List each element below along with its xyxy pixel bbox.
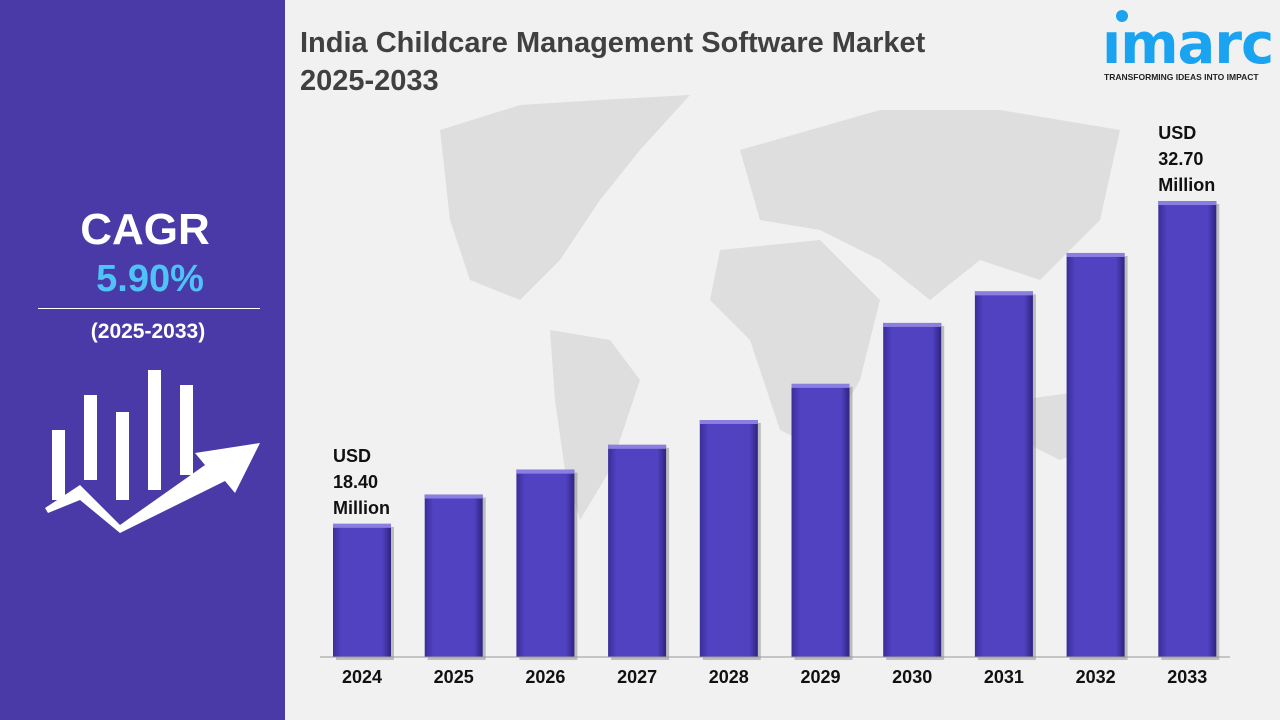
x-tick-label: 2033 bbox=[1167, 667, 1207, 687]
x-tick-label: 2027 bbox=[617, 667, 657, 687]
divider bbox=[38, 308, 260, 309]
chart-title-line-2: 2025-2033 bbox=[300, 65, 439, 97]
bar-2027 bbox=[608, 444, 667, 657]
data-label-2024: Million bbox=[333, 498, 390, 518]
x-tick-label: 2029 bbox=[800, 667, 840, 687]
logo-dot bbox=[1116, 10, 1128, 22]
x-tick-label: 2025 bbox=[434, 667, 474, 687]
bar-top-2030 bbox=[883, 322, 942, 327]
bar-2025 bbox=[424, 494, 483, 657]
bar-top-2031 bbox=[974, 291, 1033, 296]
bar-top-2026 bbox=[516, 469, 575, 474]
bar-2028 bbox=[699, 420, 758, 657]
bar-top-2028 bbox=[699, 420, 758, 424]
x-tick-label: 2028 bbox=[709, 667, 749, 687]
imarc-logo: ımarc TRANSFORMING IDEAS INTO IMPACT bbox=[1100, 8, 1275, 88]
logo-tagline: TRANSFORMING IDEAS INTO IMPACT bbox=[1104, 72, 1259, 82]
world-map-background bbox=[440, 95, 1120, 520]
logo-wordmark: ımarc bbox=[1102, 12, 1274, 77]
bar-2029 bbox=[791, 383, 850, 657]
chart-title: India Childcare Management Software Mark… bbox=[300, 24, 1060, 100]
bar-2024 bbox=[333, 523, 391, 657]
bar-top-2024 bbox=[333, 523, 391, 528]
x-tick-label: 2030 bbox=[892, 667, 932, 687]
x-tick-label: 2031 bbox=[984, 667, 1024, 687]
bar-top-2029 bbox=[791, 383, 850, 388]
data-label-2033: Million bbox=[1158, 175, 1215, 195]
cagr-value: 5.90% bbox=[96, 258, 204, 300]
bar-2026 bbox=[516, 469, 575, 657]
bar-growth-arrow-icon bbox=[45, 370, 260, 533]
cagr-label: CAGR bbox=[80, 205, 210, 254]
chart-title-line-1: India Childcare Management Software Mark… bbox=[300, 27, 926, 59]
bar-2030 bbox=[883, 322, 942, 657]
bar-2031 bbox=[974, 291, 1033, 657]
bar-top-2032 bbox=[1066, 252, 1125, 257]
data-label-2033: USD bbox=[1158, 123, 1196, 143]
data-label-2033: 32.70 bbox=[1158, 149, 1203, 169]
bar-top-2025 bbox=[424, 494, 483, 499]
left-panel: CAGR 5.90% (2025-2033) bbox=[0, 0, 285, 720]
data-label-2024: 18.40 bbox=[333, 472, 378, 492]
data-label-2024: USD bbox=[333, 446, 371, 466]
x-tick-label: 2026 bbox=[525, 667, 565, 687]
bar-2033 bbox=[1158, 201, 1217, 658]
x-tick-label: 2032 bbox=[1076, 667, 1116, 687]
bar-top-2027 bbox=[608, 444, 667, 449]
bar-2032 bbox=[1066, 252, 1125, 657]
x-tick-label: 2024 bbox=[342, 667, 382, 687]
cagr-period: (2025-2033) bbox=[90, 320, 206, 343]
bar-top-2033 bbox=[1158, 201, 1217, 206]
